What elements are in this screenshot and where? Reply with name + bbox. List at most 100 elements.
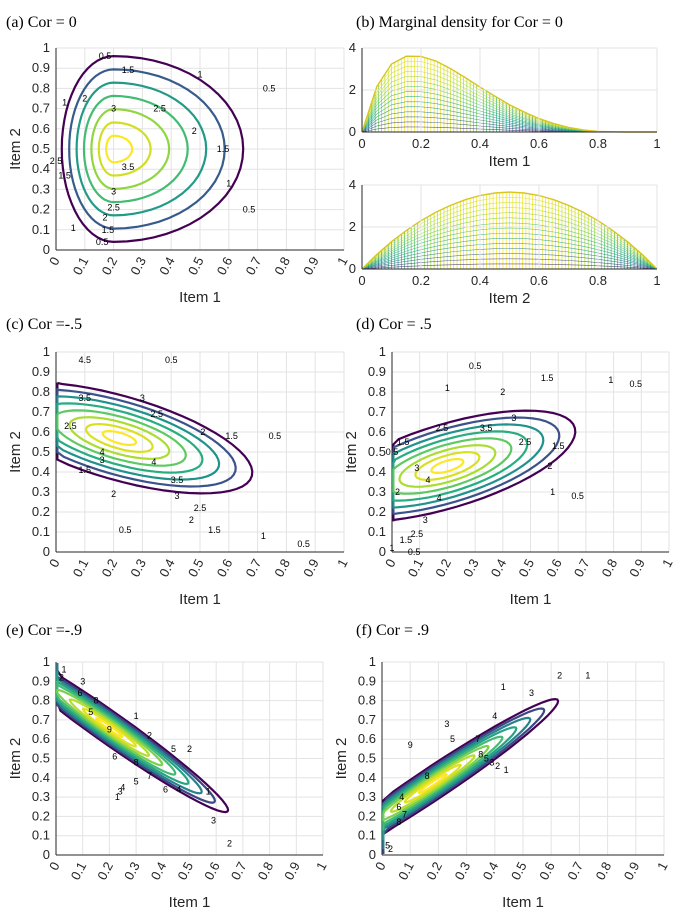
density-mesh-curve — [361, 248, 658, 270]
y-tick-label: 0.1 — [368, 524, 386, 539]
contour-label: 1 — [585, 671, 590, 681]
y-tick-label: 0.3 — [358, 789, 376, 804]
contour-line-3 — [382, 716, 532, 850]
contour-label: 6 — [163, 784, 168, 794]
y-tick-label: 1 — [369, 654, 376, 669]
contour-label: 6 — [112, 752, 117, 762]
x-tick-label: 0.6 — [530, 273, 548, 288]
y-tick-label: 0.4 — [32, 770, 50, 785]
contour-label: 2.5 — [50, 156, 63, 166]
contour-label: 0.5 — [630, 379, 643, 389]
x-tick-label: 0.8 — [271, 254, 293, 277]
contour-line-3-5 — [84, 422, 154, 454]
y-axis-label: Item 2 — [7, 431, 24, 473]
y-tick-label: 0.3 — [368, 484, 386, 499]
x-tick-label: 0.6 — [214, 254, 236, 277]
contour-label: 4 — [399, 792, 404, 802]
contour-label: 3.5 — [171, 475, 184, 485]
x-tick-label: 0.3 — [127, 254, 149, 277]
y-tick-label: 0.3 — [32, 484, 50, 499]
x-tick-label: 0.2 — [99, 556, 121, 579]
contour-line-3 — [398, 444, 497, 488]
contour-label: 2 — [200, 427, 205, 437]
panel-a-title: (a) Cor = 0 — [6, 14, 77, 31]
panel-f-title: (f) Cor = .9 — [356, 622, 430, 639]
contour-label: 3.5 — [122, 162, 135, 172]
x-tick-label: 0.7 — [564, 859, 586, 882]
contour-label: 0.5 — [386, 447, 399, 457]
contour-label: 1 — [445, 383, 450, 393]
x-tick-label: 0.6 — [201, 859, 223, 882]
contour-label: 4 — [120, 782, 125, 792]
contour-label: 0.5 — [243, 205, 256, 215]
contour-line-4 — [382, 726, 518, 840]
x-tick-label: 0 — [358, 273, 365, 288]
panel-f-axes: 0 0.1 0.2 0.3 0.4 0.5 0.6 0.7 0.8 0.9 1 0 0.1 0.2 0.3 0… — [333, 654, 671, 911]
contour-label: 2.5 — [64, 421, 77, 431]
x-tick-label: 0.2 — [412, 136, 430, 151]
contour-label: 2 — [59, 672, 64, 682]
panel-b2-axes: 0 2 4 0 0.2 0.4 0.6 0.8 1 Item 2 — [349, 177, 661, 307]
y-tick-label: 0 — [349, 261, 356, 276]
contour-label: 2 — [147, 730, 152, 740]
contour-line-0-5 — [60, 54, 245, 244]
contour-line-3 — [68, 416, 171, 460]
contour-label: 1.5 — [58, 170, 71, 180]
x-tick-label: 0.8 — [593, 859, 615, 882]
contour-line-8 — [403, 763, 462, 804]
contour-line-4 — [101, 430, 138, 446]
x-tick-label: 0.4 — [480, 859, 502, 882]
y-axis-label: Item 2 — [7, 128, 24, 170]
x-tick-label: 0.9 — [300, 556, 322, 579]
contour-label: 1 — [501, 682, 506, 692]
x-axis-label: Item 1 — [510, 591, 552, 608]
x-axis-label: Item 1 — [169, 894, 211, 911]
contour-line-9 — [94, 717, 124, 739]
panel-c-axes: 0 0.1 0.2 0.3 0.4 0.5 0.6 0.7 0.8 0.9 1 0 0.1 0.2 0.3 0… — [7, 344, 351, 608]
contour-label: 4 — [492, 711, 497, 721]
x-tick-label: 0.6 — [536, 859, 558, 882]
y-tick-label: 1 — [43, 654, 50, 669]
contour-label: 8 — [134, 757, 139, 767]
y-tick-label: 0.8 — [358, 693, 376, 708]
contour-label: 1.5 — [102, 225, 115, 235]
contour-line-1 — [68, 68, 226, 230]
density-mesh-curve — [361, 217, 658, 270]
x-tick-label: 0.1 — [70, 254, 92, 277]
x-axis-label: Item 1 — [179, 289, 221, 306]
y-tick-label: 0.7 — [358, 712, 376, 727]
x-tick-label: 0.2 — [423, 859, 445, 882]
x-tick-label: 0.2 — [432, 556, 454, 579]
contour-line-2-5 — [56, 409, 187, 467]
contour-label: 1 — [71, 223, 76, 233]
contour-label: 9 — [408, 740, 413, 750]
y-tick-label: 0.6 — [358, 731, 376, 746]
x-tick-label: 0.2 — [99, 254, 121, 277]
contour-label: 2.5 — [436, 423, 449, 433]
contour-label: 3 — [423, 515, 428, 525]
panel-d-title: (d) Cor = .5 — [356, 316, 432, 333]
contour-label: 2 — [82, 94, 87, 104]
y-tick-label: 0.9 — [32, 673, 50, 688]
x-tick-label: 0 — [372, 859, 389, 872]
contour-line-2 — [382, 707, 546, 854]
density-mesh-curve — [361, 243, 658, 270]
contour-line-3-5 — [414, 450, 481, 482]
y-tick-label: 0.1 — [32, 222, 50, 237]
contour-label: 1 — [504, 765, 509, 775]
x-tick-label: 0.2 — [412, 273, 430, 288]
contour-label: 0.5 — [408, 547, 421, 557]
contour-label: 0.5 — [571, 491, 584, 501]
contour-label: 2 — [395, 487, 400, 497]
density-mesh-curve — [361, 237, 658, 270]
y-tick-label: 0.9 — [32, 364, 50, 379]
contour-label: 7 — [402, 809, 407, 819]
contour-line-8 — [81, 707, 138, 748]
panel-b1-density — [361, 55, 657, 133]
contour-line-5 — [56, 680, 177, 776]
y-tick-label: 0.6 — [32, 424, 50, 439]
density-mesh-curve — [361, 196, 658, 270]
contour-label: 3 — [111, 186, 116, 196]
